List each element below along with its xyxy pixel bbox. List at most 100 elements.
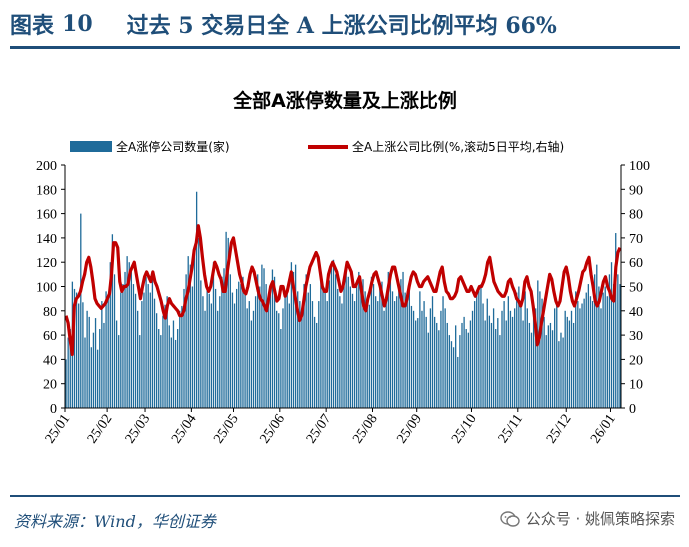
bar <box>516 292 518 408</box>
bar <box>385 301 387 408</box>
bar <box>208 293 210 408</box>
x-tick-label: 25/03 <box>123 412 154 447</box>
bar <box>526 308 528 408</box>
bar <box>410 305 413 408</box>
bar <box>120 292 122 408</box>
bar <box>174 339 177 408</box>
bar <box>320 271 322 408</box>
bar <box>417 318 419 408</box>
bar <box>88 316 90 409</box>
bar <box>160 335 162 408</box>
bar <box>172 320 175 408</box>
bar <box>164 304 166 408</box>
y-right-tick-label: 80 <box>629 208 643 223</box>
bar <box>162 315 164 408</box>
bar <box>96 349 99 408</box>
bar <box>587 284 590 408</box>
bar <box>339 296 341 408</box>
y-left-tick-label: 0 <box>50 402 57 417</box>
bar <box>608 274 611 408</box>
bar <box>84 337 86 408</box>
bar <box>419 291 421 408</box>
bar <box>118 335 120 408</box>
y-left-tick-label: 200 <box>36 159 57 174</box>
bar <box>391 291 394 408</box>
bar <box>585 292 587 408</box>
y-right-tick-label: 90 <box>629 183 643 198</box>
bar <box>80 213 82 408</box>
bar <box>360 288 362 408</box>
figure-number: 10 <box>62 11 93 37</box>
bar <box>204 310 206 408</box>
bar <box>200 280 202 408</box>
bar <box>187 256 189 409</box>
bar <box>528 322 531 408</box>
bar <box>189 264 191 408</box>
bar <box>436 322 438 408</box>
bar <box>227 237 229 408</box>
bar <box>288 303 290 408</box>
bar <box>128 262 130 408</box>
bar <box>248 301 250 408</box>
bar <box>183 288 185 408</box>
bar <box>482 303 484 408</box>
bar <box>101 301 103 408</box>
bar <box>149 292 151 408</box>
x-tick-label: 25/06 <box>258 412 289 447</box>
bar <box>617 274 619 408</box>
bar <box>316 322 318 408</box>
bar <box>362 279 364 408</box>
bar <box>257 274 259 408</box>
bar <box>139 335 141 408</box>
bar <box>374 296 377 408</box>
bar <box>429 308 432 408</box>
bar <box>356 280 358 408</box>
bar <box>406 291 408 408</box>
bar <box>564 310 566 408</box>
bar <box>400 279 402 408</box>
bar <box>250 320 253 408</box>
bar <box>137 310 139 408</box>
bar <box>566 316 568 409</box>
x-tick-label: 25/09 <box>394 412 425 447</box>
chart-title: 全部A涨停数量及上涨比例 <box>232 89 457 112</box>
bar <box>109 262 111 408</box>
bar <box>307 292 309 408</box>
bar <box>246 308 248 408</box>
bar <box>501 310 503 408</box>
y-left-tick-label: 20 <box>43 378 57 393</box>
bar <box>210 303 213 408</box>
bar <box>591 301 594 408</box>
bar <box>126 256 128 409</box>
x-tick-label: 25/07 <box>304 412 335 447</box>
bar <box>124 271 126 408</box>
bar <box>311 301 314 408</box>
figure-title: 过去 5 交易日全 A 上涨公司比例平均 66% <box>126 13 557 39</box>
bar <box>505 320 507 408</box>
bar <box>423 301 425 408</box>
bar <box>492 308 495 408</box>
bar <box>606 296 608 408</box>
bar <box>290 262 293 408</box>
bar <box>303 284 305 408</box>
bar <box>219 296 221 408</box>
bar <box>473 301 476 408</box>
bar <box>322 286 324 408</box>
x-tick-label: 25/10 <box>449 412 480 447</box>
bar <box>556 301 558 408</box>
bar <box>179 310 181 408</box>
bar <box>254 296 257 408</box>
bar <box>155 313 158 408</box>
bar <box>604 286 606 408</box>
bar <box>202 296 204 408</box>
bar <box>349 286 352 408</box>
bar <box>452 347 455 408</box>
bar <box>141 301 143 408</box>
bar <box>94 318 97 408</box>
watermark: 公众号 · 姚佩策略探索 <box>499 508 675 529</box>
bar <box>143 292 145 408</box>
bar <box>261 264 263 408</box>
bar <box>151 271 154 408</box>
bar <box>562 337 564 408</box>
bar <box>242 276 244 408</box>
